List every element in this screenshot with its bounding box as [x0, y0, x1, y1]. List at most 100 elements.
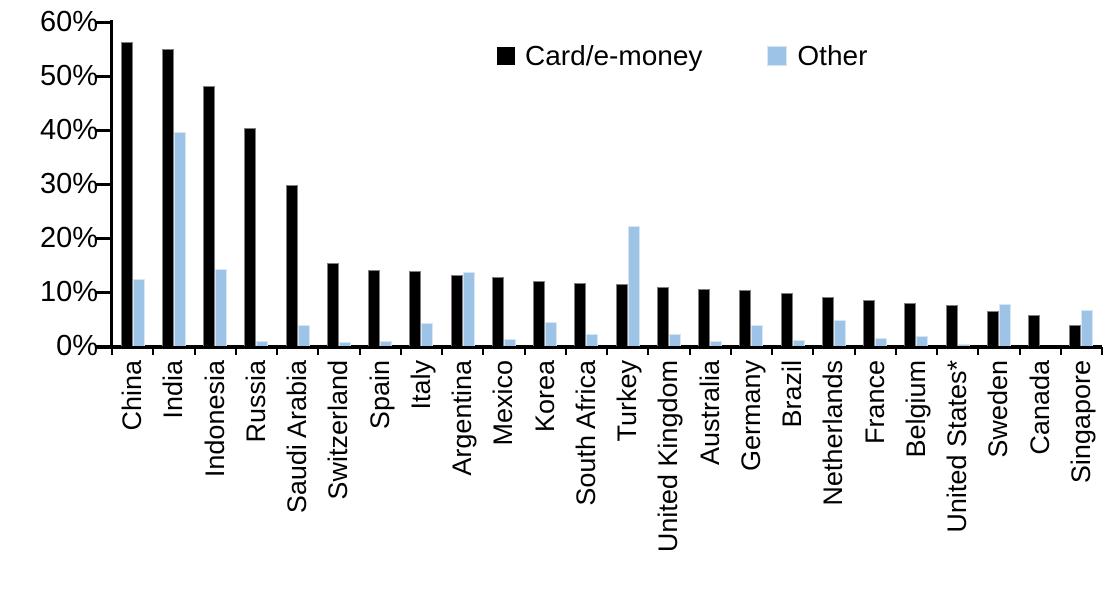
category-label: Argentina [447, 360, 478, 476]
x-tick-mark [688, 347, 691, 355]
y-tick-mark [96, 75, 111, 78]
bar-group-switzerland [318, 22, 359, 346]
legend: Card/e-money Other [497, 40, 867, 72]
category-label: Belgium [900, 360, 931, 458]
bar-card-e-money [904, 303, 917, 346]
category-label: Switzerland [323, 360, 354, 500]
category-label: Saudi Arabia [282, 360, 313, 514]
category-cell: Spain [360, 360, 401, 594]
y-tick-label: 20% [39, 222, 98, 254]
category-label: India [158, 360, 189, 419]
bar-other [833, 320, 846, 346]
category-cell: Saudi Arabia [277, 360, 318, 594]
bar-card-e-money [491, 277, 504, 346]
category-cell: Argentina [442, 360, 483, 594]
bar-card-e-money [986, 311, 999, 346]
category-cell: Sweden [978, 360, 1019, 594]
bar-group-argentina [442, 22, 483, 346]
category-label: Turkey [612, 360, 643, 442]
bar-other [792, 340, 805, 346]
category-label: Singapore [1065, 360, 1096, 484]
category-cell: Russia [236, 360, 277, 594]
x-tick-mark [1059, 347, 1062, 355]
category-cell: Singapore [1061, 360, 1102, 594]
bar-group-south-africa [566, 22, 607, 346]
x-tick-mark [729, 347, 732, 355]
bar-card-e-money [1069, 325, 1082, 346]
bar-group-italy [401, 22, 442, 346]
x-tick-mark [317, 347, 320, 355]
bar-card-e-money [161, 49, 174, 346]
category-cell: Canada [1020, 360, 1061, 594]
bar-card-e-money [739, 290, 752, 346]
x-tick-mark [936, 347, 938, 355]
category-cell: Germany [731, 360, 772, 594]
category-cell: Netherlands [813, 360, 854, 594]
bar-other [545, 322, 558, 346]
category-label: France [859, 360, 890, 445]
y-tick-label: 40% [39, 114, 98, 146]
category-cell: Belgium [896, 360, 937, 594]
category-label: Canada [1024, 360, 1055, 455]
category-label: Italy [405, 360, 436, 410]
x-tick-mark [358, 347, 361, 355]
y-tick-label: 50% [39, 60, 98, 92]
bar-other [875, 338, 888, 346]
category-cell: United Kingdom [648, 360, 689, 594]
bar-other [256, 341, 269, 346]
bar-group-canada [1020, 22, 1061, 346]
bar-card-e-money [574, 283, 587, 346]
category-label: Netherlands [818, 360, 849, 506]
bar-other [998, 304, 1011, 346]
bar-group-sweden [978, 22, 1019, 346]
bar-group-australia [690, 22, 731, 346]
plot-area [112, 22, 1102, 346]
x-tick-mark [399, 347, 402, 355]
x-tick-mark [482, 347, 485, 355]
x-axis-category-labels: China India Indonesia Russia Saudi Arabia Swi… [112, 360, 1102, 594]
y-tick-label: 10% [39, 276, 98, 308]
bar-card-e-money [326, 263, 339, 346]
bar-card-e-money [863, 300, 876, 346]
x-tick-mark [152, 347, 155, 355]
x-tick-mark [1101, 347, 1103, 355]
category-label: Australia [694, 360, 725, 466]
bar-other [503, 339, 516, 346]
bar-group-germany [731, 22, 772, 346]
bar-other [132, 279, 145, 346]
bar-other [462, 272, 475, 346]
bar-card-e-money [656, 287, 669, 346]
bar-other [957, 344, 970, 346]
y-tick-mark [96, 291, 111, 294]
category-cell: China [112, 360, 153, 594]
bar-other [1081, 310, 1094, 346]
x-tick-mark [523, 347, 526, 355]
bar-card-e-money [780, 293, 793, 346]
bar-group-netherlands [813, 22, 854, 346]
x-tick-mark [234, 347, 237, 355]
category-label: Korea [529, 360, 560, 433]
bar-group-united-kingdom [648, 22, 689, 346]
bar-other [668, 334, 681, 346]
x-tick-mark [193, 347, 196, 355]
y-tick-label: 0% [56, 330, 98, 362]
bar-other [916, 336, 929, 346]
category-label: South Africa [570, 360, 601, 506]
category-label: Sweden [983, 360, 1014, 458]
y-tick-mark [96, 183, 111, 186]
x-tick-mark [111, 347, 113, 355]
bar-group-france [855, 22, 896, 346]
x-axis-line [97, 345, 1102, 349]
bar-group-korea [525, 22, 566, 346]
bar-card-e-money [450, 275, 463, 346]
x-tick-mark [812, 347, 815, 355]
bar-card-e-money [244, 128, 257, 346]
bar-card-e-money [821, 297, 834, 346]
category-label: United States* [942, 360, 973, 533]
legend-swatch-other [767, 46, 788, 66]
legend-label-other: Other [797, 40, 868, 71]
bar-group-singapore [1061, 22, 1102, 346]
category-cell: Korea [525, 360, 566, 594]
bar-card-e-money [409, 271, 422, 346]
